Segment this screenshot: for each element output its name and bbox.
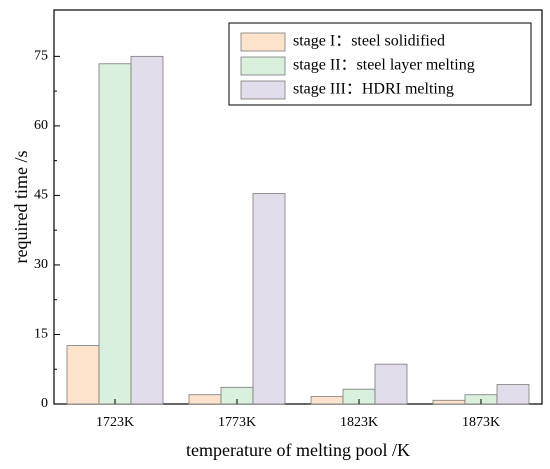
- x-axis-title: temperature of melting pool /K: [186, 440, 410, 460]
- bar-series-3-1723K: [130, 55, 164, 405]
- bar-series-2-1723K: [98, 63, 132, 405]
- legend-label-series-2: stage II：steel layer melting: [293, 57, 475, 74]
- bar-series-3-1773K: [252, 193, 286, 405]
- x-tick-label: 1773K: [218, 415, 256, 430]
- y-axis: 0 15 30 45 60 75: [34, 49, 60, 411]
- plot-frame: [53, 9, 543, 405]
- bar-series-1-1773K: [188, 394, 222, 405]
- y-tick-label: 75: [34, 49, 48, 64]
- y-tick-label: 15: [34, 327, 48, 342]
- y-axis-title: required time /s: [11, 151, 31, 264]
- y-tick-label: 60: [34, 118, 48, 133]
- bar-series-1-1823K: [310, 396, 344, 405]
- bar-series-3-1873K: [496, 384, 530, 405]
- x-axis: 1723K 1773K 1823K 1873K: [96, 399, 500, 430]
- legend: stage I：steel solidified stage II：steel l…: [228, 22, 532, 106]
- bars-group: [66, 55, 530, 405]
- bar-series-1-1723K: [66, 345, 100, 405]
- y-tick-label: 0: [41, 396, 48, 411]
- plot-area-frame: [53, 9, 543, 405]
- y-tick-label: 30: [34, 257, 48, 272]
- legend-label-series-1: stage I：steel solidified: [293, 33, 445, 50]
- y-tick-label: 45: [34, 188, 48, 203]
- x-tick-label: 1873K: [462, 415, 500, 430]
- legend-label-series-3: stage III：HDRI melting: [293, 81, 454, 98]
- legend-swatch-series-2: [240, 56, 286, 76]
- x-tick-label: 1723K: [96, 415, 134, 430]
- legend-swatch-series-3: [240, 80, 286, 100]
- legend-swatch-series-1: [240, 32, 286, 52]
- bar-series-3-1823K: [374, 363, 408, 405]
- x-tick-label: 1823K: [340, 415, 378, 430]
- bar-series-1-1873K: [432, 399, 466, 405]
